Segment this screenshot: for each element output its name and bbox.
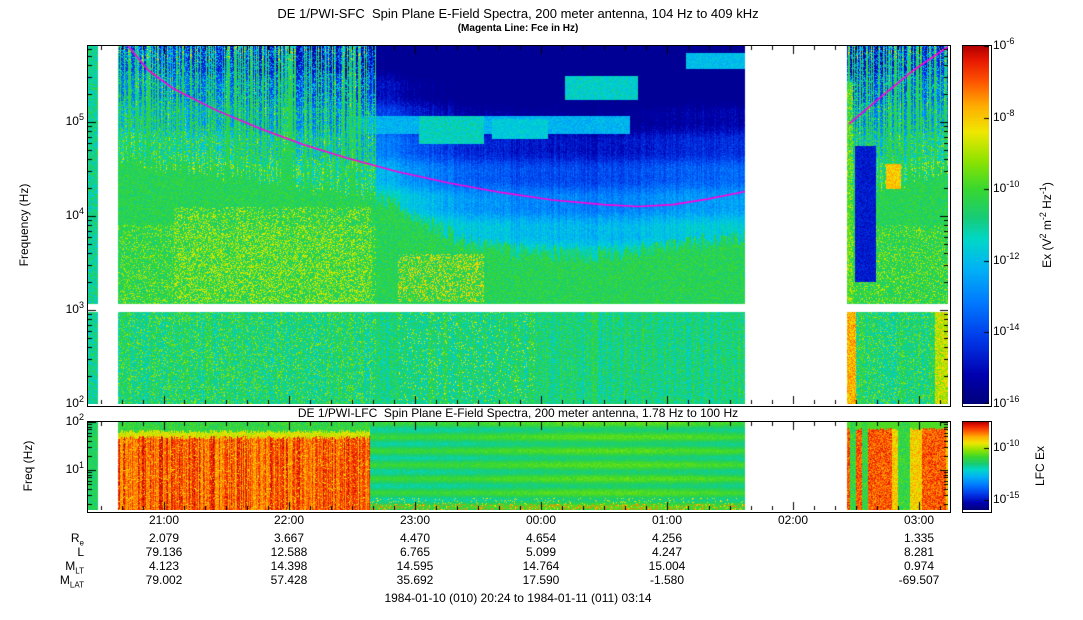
sfc-colorbar-axis-label: Ex (V2 m-2 Hz-1) — [1038, 182, 1054, 268]
lfc-colorbar-gradient — [963, 422, 989, 510]
ephemeris-value: 79.136 — [145, 545, 183, 559]
sfc-y-tick-label: 105 — [65, 112, 84, 129]
sfc-y-tick-label: 104 — [65, 206, 84, 223]
sfc-colorbar-tick-label: 10-14 — [993, 322, 1020, 339]
sfc-heatmap-canvas — [88, 46, 948, 404]
page-subtitle: (Magenta Line: Fce in Hz) — [457, 23, 579, 34]
ephemeris-row-label: Re — [70, 531, 84, 548]
ephemeris-value: 3.667 — [273, 531, 305, 545]
sfc-colorbar-tick-label: 10-10 — [993, 179, 1020, 196]
sfc-y-tick-label: 103 — [65, 300, 84, 317]
ephemeris-value: 15.004 — [648, 559, 686, 573]
ephemeris-value: 17.590 — [522, 573, 560, 587]
ephemeris-value: 6.765 — [399, 545, 431, 559]
ephemeris-value: 14.764 — [522, 559, 560, 573]
sfc-colorbar — [962, 45, 992, 407]
time-tick-label: 00:00 — [525, 513, 557, 527]
sfc-spectrogram-panel — [87, 45, 951, 407]
time-tick-label: 21:00 — [148, 513, 180, 527]
ephemeris-value: -1.580 — [649, 573, 685, 587]
lfc-colorbar-tick-label: 10-10 — [993, 438, 1020, 455]
ephemeris-value: 14.595 — [396, 559, 434, 573]
lfc-y-tick-label: 101 — [65, 460, 84, 477]
time-tick-label: 22:00 — [273, 513, 305, 527]
ephemeris-row-label: MLAT — [59, 573, 84, 590]
lfc-colorbar — [962, 421, 992, 513]
ephemeris-value: 5.099 — [525, 545, 557, 559]
ephemeris-value: 4.123 — [148, 559, 180, 573]
lfc-colorbar-axis-label: LFC Ex — [1033, 445, 1047, 487]
sfc-colorbar-tick-label: 10-6 — [993, 36, 1015, 53]
sfc-colorbar-tick-label: 10-16 — [993, 394, 1020, 411]
sfc-colorbar-tick-label: 10-12 — [993, 251, 1020, 268]
lfc-y-tick-label: 102 — [65, 412, 84, 429]
ephemeris-value: -69.507 — [898, 573, 940, 587]
time-tick-label: 23:00 — [399, 513, 431, 527]
ephemeris-value: 0.974 — [903, 559, 935, 573]
ephemeris-value: 57.428 — [270, 573, 308, 587]
time-range-footer: 1984-01-10 (010) 20:24 to 1984-01-11 (01… — [384, 591, 652, 605]
ephemeris-row-label: L — [77, 545, 84, 559]
ephemeris-value: 8.281 — [903, 545, 935, 559]
lfc-title: DE 1/PWI-LFC Spin Plane E-Field Spectra,… — [297, 406, 739, 420]
ephemeris-value: 2.079 — [148, 531, 180, 545]
lfc-heatmap-canvas — [88, 422, 948, 510]
ephemeris-value: 4.247 — [651, 545, 683, 559]
ephemeris-value: 4.654 — [525, 531, 557, 545]
ephemeris-value: 4.256 — [651, 531, 683, 545]
page-title: DE 1/PWI-SFC Spin Plane E-Field Spectra,… — [277, 6, 759, 21]
lfc-colorbar-tick-label: 10-15 — [993, 490, 1020, 507]
sfc-y-axis-label: Frequency (Hz) — [17, 183, 31, 267]
ephemeris-value: 4.470 — [399, 531, 431, 545]
sfc-y-tick-label: 102 — [65, 394, 84, 411]
ephemeris-value: 14.398 — [270, 559, 308, 573]
time-tick-label: 02:00 — [777, 513, 809, 527]
sfc-colorbar-tick-label: 10-8 — [993, 108, 1015, 125]
time-tick-label: 01:00 — [651, 513, 683, 527]
ephemeris-value: 1.335 — [903, 531, 935, 545]
ephemeris-value: 12.588 — [270, 545, 308, 559]
lfc-spectrogram-panel — [87, 421, 951, 513]
ephemeris-value: 35.692 — [396, 573, 434, 587]
ephemeris-value: 79.002 — [145, 573, 183, 587]
lfc-y-axis-label: Freq (Hz) — [21, 440, 35, 492]
ephemeris-row-label: MLT — [65, 559, 84, 576]
time-tick-label: 03:00 — [903, 513, 935, 527]
sfc-colorbar-gradient — [963, 46, 989, 404]
